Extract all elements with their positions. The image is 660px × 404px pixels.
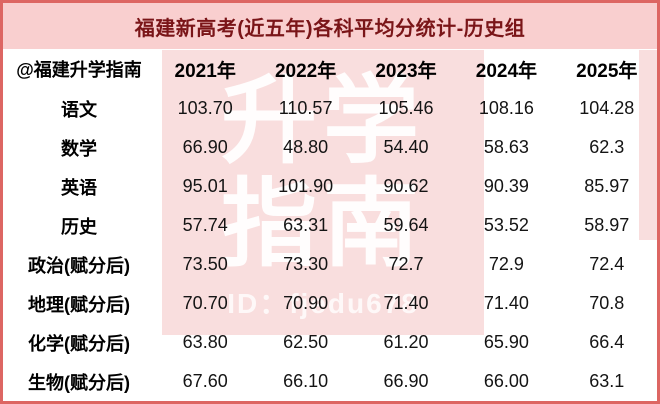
score-cell: 70.70	[182, 293, 228, 313]
watermark-id: ID：fjedu678	[227, 288, 419, 319]
table-row: 英语 95.01 101.90 90.62 90.39 85.97	[3, 167, 657, 206]
watermark-block: 升学 指南 ID：fjedu678	[162, 50, 484, 335]
year-header: 2021年	[174, 60, 236, 82]
subject-cell: 化学(赋分后)	[28, 333, 130, 354]
table-row: 数学 66.90 48.80 54.40 58.63 62.3	[3, 128, 657, 167]
year-header: 2024年	[475, 60, 538, 82]
subject-cell: 地理(赋分后)	[28, 294, 130, 315]
score-cell: 63.80	[182, 332, 228, 352]
score-cell: 66.00	[483, 371, 529, 391]
score-cell: 61.20	[383, 332, 429, 352]
score-cell: 62.50	[283, 332, 329, 352]
score-cell: 85.97	[584, 176, 630, 196]
score-cell: 48.80	[283, 137, 329, 157]
subject-cell: 数学	[61, 138, 97, 159]
score-cell: 66.90	[383, 371, 429, 391]
page-title: 福建新高考(近五年)各科平均分统计-历史组	[134, 17, 526, 40]
score-cell: 66.4	[589, 332, 625, 352]
watermark-text-line2: 指南	[221, 171, 425, 278]
table-row: 化学(赋分后) 63.80 62.50 61.20 65.90 66.4	[3, 323, 657, 362]
score-cell: 66.10	[283, 371, 329, 391]
subject-cell: 生物(赋分后)	[28, 372, 130, 393]
score-cell: 103.70	[177, 98, 233, 118]
year-header: 2025年	[576, 60, 638, 82]
score-cell: 71.40	[383, 293, 429, 313]
score-cell: 105.46	[378, 98, 434, 118]
table-row: 地理(赋分后) 70.70 70.90 71.40 71.40 70.8	[3, 284, 657, 323]
table-header-row: @福建升学指南 2021年 2022年 2023年 2024年 2025年	[3, 49, 657, 89]
score-cell: 72.7	[388, 254, 424, 274]
subject-cell: 历史	[61, 216, 97, 237]
score-cell: 90.62	[383, 176, 429, 196]
score-cell: 59.64	[383, 215, 429, 235]
score-cell: 57.74	[182, 215, 228, 235]
score-cell: 70.90	[283, 293, 329, 313]
score-cell: 65.90	[483, 332, 529, 352]
score-cell: 63.1	[589, 371, 625, 391]
score-cell: 70.8	[589, 293, 625, 313]
score-cell: 72.4	[589, 254, 625, 274]
score-cell: 53.52	[483, 215, 529, 235]
score-cell: 73.30	[283, 254, 329, 274]
table-row: 生物(赋分后) 67.60 66.10 66.90 66.00 63.1	[3, 362, 657, 401]
year-header: 2022年	[274, 60, 337, 82]
table-row: 历史 57.74 63.31 59.64 53.52 58.97	[3, 206, 657, 245]
score-cell: 90.39	[483, 176, 529, 196]
score-cell: 67.60	[182, 371, 228, 391]
subject-cell: 英语	[61, 177, 97, 198]
subject-cell: 语文	[61, 99, 97, 120]
score-cell: 63.31	[283, 215, 329, 235]
score-cell: 110.57	[278, 98, 333, 118]
score-cell: 62.3	[589, 137, 625, 157]
score-cell: 72.9	[488, 254, 524, 274]
score-cell: 101.90	[278, 176, 334, 196]
year-header: 2023年	[375, 60, 437, 82]
score-cell: 58.97	[584, 215, 630, 235]
table-row: 语文 103.70 110.57 105.46 108.16 104.28	[3, 89, 657, 128]
score-cell: 54.40	[383, 137, 429, 157]
title-bar: 福建新高考(近五年)各科平均分统计-历史组	[3, 3, 657, 49]
table-row: 政治(赋分后) 73.50 73.30 72.7 72.9 72.4	[3, 245, 657, 284]
score-cell: 73.50	[182, 254, 228, 274]
table-area: 升学 指南 ID：fjedu678 @福建升学指南 2021年 2022年 2023…	[3, 49, 657, 401]
watermark-strip	[639, 50, 657, 240]
score-cell: 104.28	[579, 98, 635, 118]
score-cell: 71.40	[483, 293, 529, 313]
corner-label: @福建升学指南	[16, 60, 142, 80]
score-cell: 66.90	[182, 137, 228, 157]
subject-cell: 政治(赋分后)	[28, 255, 130, 276]
scores-table: @福建升学指南 2021年 2022年 2023年 2024年 2025年 语文 103…	[3, 49, 657, 401]
score-cell: 95.01	[182, 176, 228, 196]
score-cell: 58.63	[483, 137, 529, 157]
watermark-text-line1: 升学	[221, 68, 425, 175]
score-cell: 108.16	[478, 98, 534, 118]
